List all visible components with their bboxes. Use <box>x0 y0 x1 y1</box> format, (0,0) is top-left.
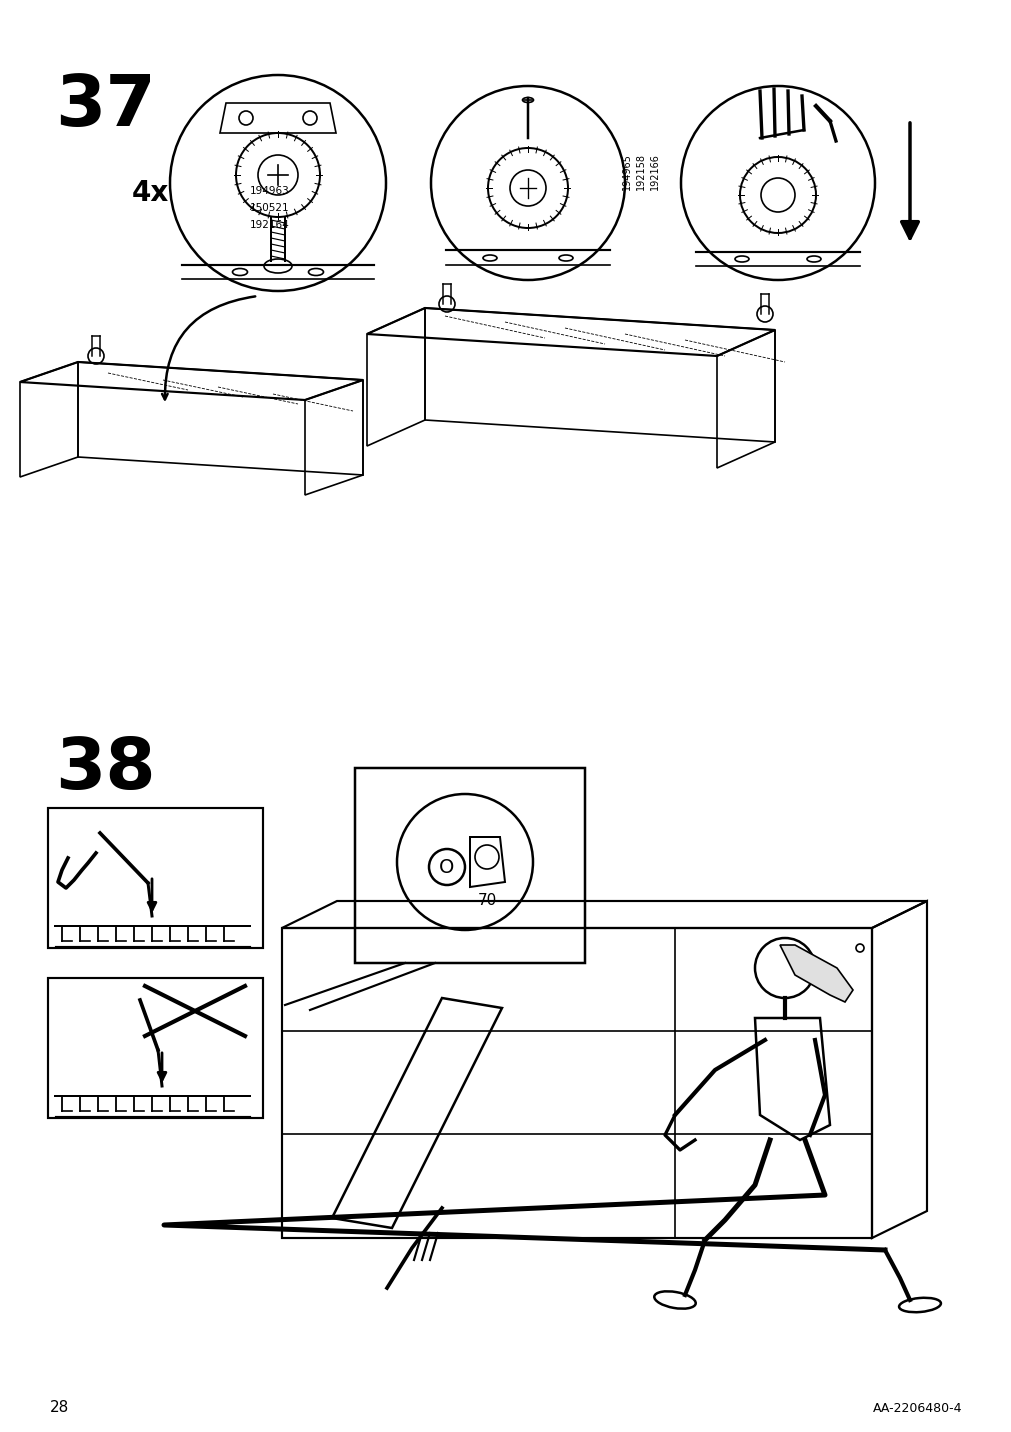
Text: 70: 70 <box>477 892 496 908</box>
Bar <box>48 808 263 948</box>
Text: 194965: 194965 <box>622 153 632 190</box>
Text: 192158: 192158 <box>635 153 645 190</box>
Text: 4x: 4x <box>131 179 169 208</box>
Text: 150521: 150521 <box>250 203 289 213</box>
Bar <box>355 768 584 962</box>
Text: 28: 28 <box>50 1400 69 1415</box>
Bar <box>282 928 871 1239</box>
Text: AA-2206480-4: AA-2206480-4 <box>871 1402 961 1415</box>
Text: 38: 38 <box>55 735 156 803</box>
Bar <box>48 978 263 1118</box>
Text: 192166: 192166 <box>649 153 659 190</box>
Text: 192164: 192164 <box>250 221 289 231</box>
Text: O: O <box>439 858 454 876</box>
Text: 37: 37 <box>55 72 156 140</box>
Text: 194963: 194963 <box>250 186 289 196</box>
Polygon shape <box>779 945 852 1002</box>
